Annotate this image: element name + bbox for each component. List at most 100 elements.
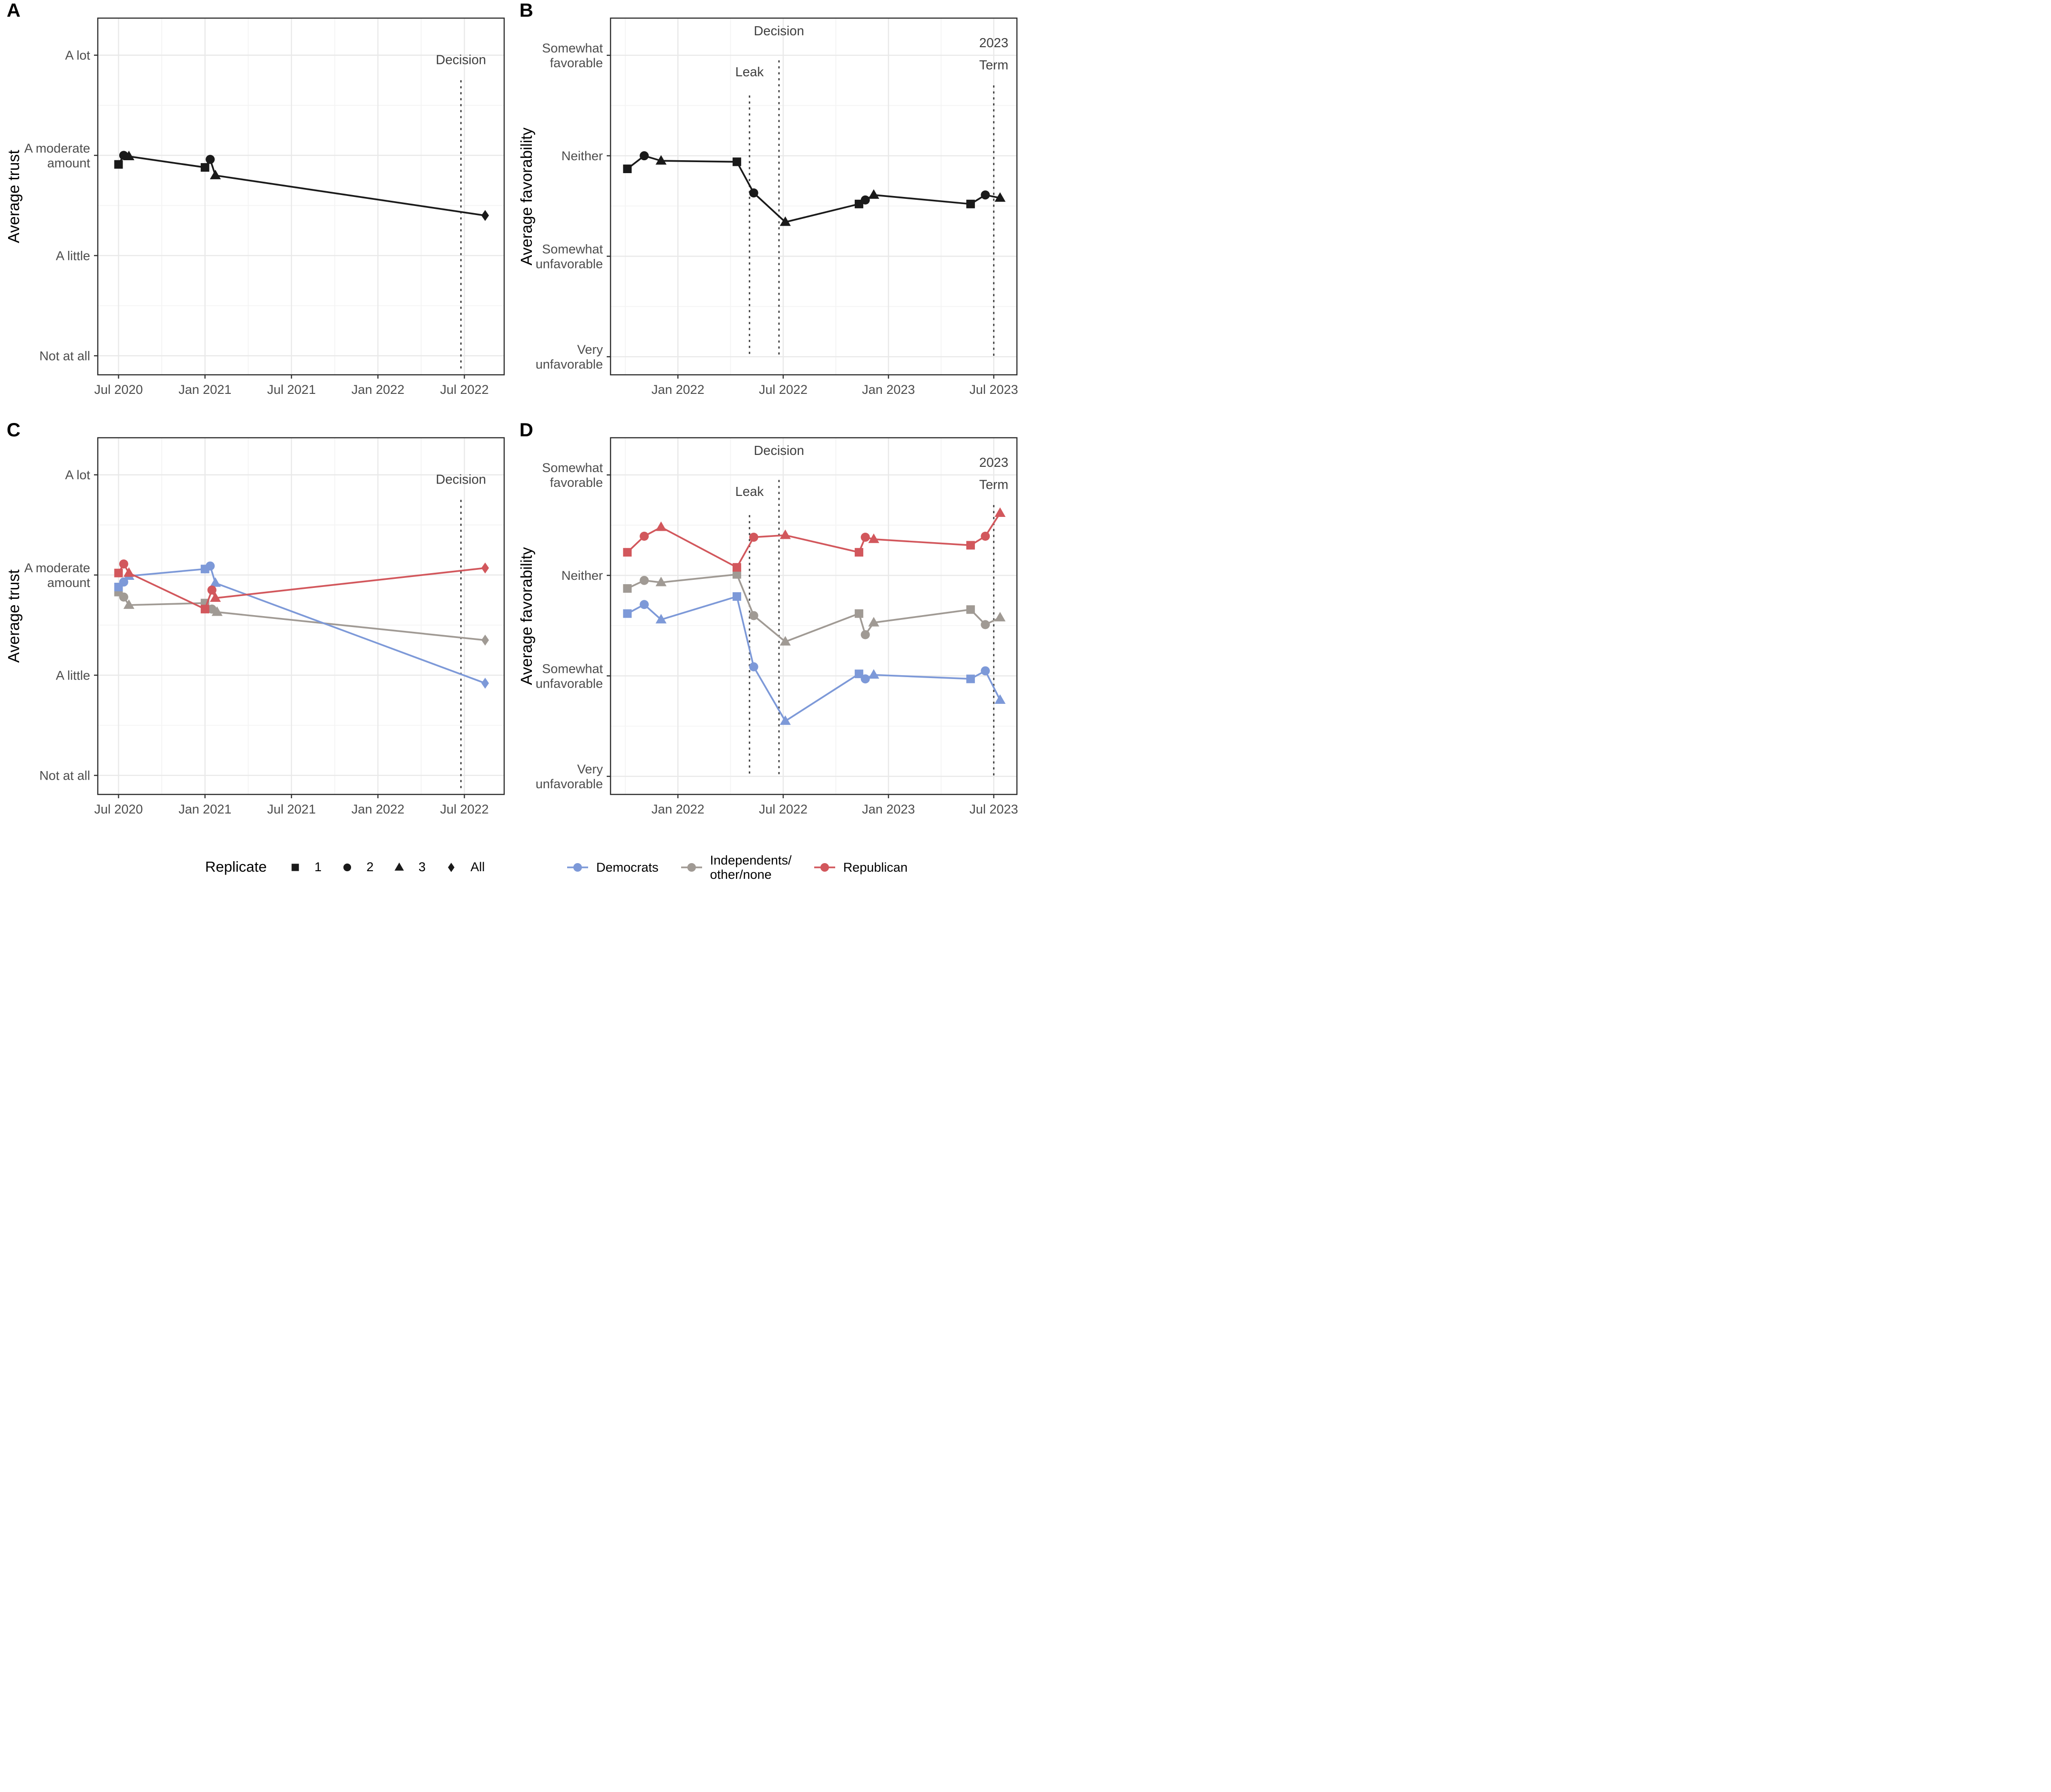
vline-decision: Decision [754,23,804,357]
circle-marker [640,151,649,161]
circle-marker [343,863,352,872]
annotation-2023: 2023 [979,35,1008,50]
replicate-item-all: All [445,860,485,875]
diamond-marker [448,863,455,872]
legend-row: Replicate 1 2 3 All Democrats [0,839,1026,896]
triangle-marker [994,694,1006,704]
republican-line-key-icon [813,861,837,874]
group-legend: Democrats Independents/ other/none Repub… [566,852,929,883]
panel-border [610,17,1018,376]
replicate-item-label: 2 [366,859,374,874]
x-tick-label: Jan 2021 [178,382,231,397]
circle-marker [860,674,870,684]
x-axis: Jul 2020 Jan 2021 Jul 2021 Jan 2022 Jul 2022 [94,375,489,397]
square-marker [854,548,863,557]
circle-marker [860,533,870,542]
square-marker [200,163,209,172]
legend-item-independents: Independents/ other/none [680,853,792,882]
square-marker [732,592,741,601]
replicate-item-label: 3 [418,859,426,874]
annotation-term: Term [979,57,1008,72]
triangle-marker [868,533,880,543]
panel-c-label: C [7,420,21,441]
panel-a: A Decision Jul 2020 Jan 2021 Jul 2021 Jan 20… [0,0,513,420]
circle-marker [981,190,990,200]
panel-a-chart-container: Decision Jul 2020 Jan 2021 Jul 2021 Jan 2022… [0,13,513,404]
x-tick-label: Jul 2023 [969,382,1018,397]
triangle-marker [123,150,135,160]
triangle-marker [868,617,880,627]
y-tick-label: A lot [65,48,90,62]
triangle-marker [779,636,791,646]
series-democrats [623,592,1006,725]
circle-marker [640,600,649,609]
panel-a-label: A [7,0,21,21]
x-tick-label: Jan 2022 [352,382,404,397]
y-tick-label: amount [47,156,91,170]
x-axis: Jan 2022 Jul 2022 Jan 2023 Jul 2023 [652,375,1018,397]
y-tick-label: unfavorable [536,257,603,271]
panel-d: D Leak Decision 2023 Term Jan 2022 Jul 2022 Ja… [513,420,1026,839]
y-axis-title: Average favorability [518,547,535,685]
annotation-term: Term [979,477,1008,492]
vline-decision: Decision [436,52,486,371]
triangle-marker [210,592,221,602]
triangle-marker [123,567,135,577]
x-tick-label: Jul 2022 [440,802,489,816]
figure: A Decision Jul 2020 Jan 2021 Jul 2021 Jan 20… [0,0,1026,896]
replicate-item-1: 1 [289,860,321,875]
series-democrats [114,561,489,689]
circle-marker [119,592,128,602]
panel-border [610,437,1018,795]
circle-marker [119,559,128,569]
vline-leak: Leak [735,484,764,777]
triangle-marker [655,614,667,624]
annotation-leak: Leak [735,484,764,499]
series-all-participants [114,150,489,221]
grid-minor [98,438,504,794]
series-republican [114,559,489,614]
diamond-marker-icon [445,860,458,874]
square-marker [966,199,975,208]
y-axis-title: Average trust [5,569,22,663]
independents-line-key-icon [680,861,704,874]
square-marker [623,609,632,618]
circle-marker [749,533,758,542]
triangle-marker [655,155,667,165]
y-tick-label: A little [56,248,90,263]
x-tick-label: Jul 2023 [969,802,1018,816]
square-marker [200,605,209,614]
y-tick-label: A lot [65,468,90,482]
panel-b-chart-container: Leak Decision 2023 Term Jan 2022 Jul 2022 Jan … [513,13,1026,404]
series-all-participants [623,151,1006,226]
y-axis: SomewhatfavorableNeitherSomewhatunfavora… [536,41,611,371]
y-tick-label: unfavorable [536,777,603,791]
grid-major [98,18,504,375]
series-independents-other-none [623,570,1006,646]
y-tick-label: Not at all [39,349,90,363]
triangle-marker [655,521,667,531]
panel-b-label: B [519,0,533,21]
circle-marker [749,662,758,671]
triangle-marker [779,216,791,226]
series-republican [623,507,1006,572]
square-marker [623,165,632,174]
grid-major [611,438,1017,794]
square-marker [732,563,741,572]
x-tick-label: Jan 2022 [352,802,404,816]
x-tick-label: Jul 2021 [267,802,316,816]
square-marker-icon [289,860,302,874]
panel-d-chart-container: Leak Decision 2023 Term Jan 2022 Jul 2022 Jan … [513,433,1026,824]
square-marker [966,541,975,550]
circle-marker [206,154,215,164]
triangle-marker [994,507,1006,517]
triangle-marker-icon [393,860,406,874]
y-tick-label: unfavorable [536,357,603,371]
x-tick-label: Jul 2022 [759,382,808,397]
x-tick-label: Jan 2023 [862,382,915,397]
diamond-marker [481,634,489,646]
vline-2023: 2023 Term [979,455,1008,777]
square-marker [114,568,123,577]
